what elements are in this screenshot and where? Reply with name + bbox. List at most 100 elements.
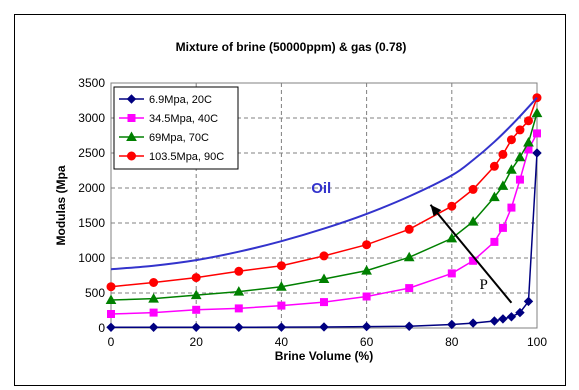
series-2 [105,107,543,304]
data-point [276,322,287,332]
pressure-arrow-head [430,204,442,217]
y-tick-label: 0 [98,321,105,335]
series-line [110,112,538,301]
data-point [498,314,508,324]
series-1 [107,129,541,318]
data-point [506,312,517,322]
data-point [523,136,534,147]
series-line [110,97,538,271]
data-point [523,116,533,126]
y-tick-label: 3000 [78,111,105,125]
data-point [531,107,543,118]
data-point [148,322,159,333]
data-point [149,308,158,317]
data-point [498,149,508,159]
data-point [149,278,159,287]
data-point [191,322,201,333]
line-chart: Mixture of brine (50000ppm) & gas (0.78)… [54,40,547,363]
data-point [467,216,479,226]
data-point [489,316,500,326]
data-point [446,232,458,243]
data-point [514,151,526,162]
series-line [111,152,538,329]
data-point [404,224,414,234]
y-tick-label: 2500 [78,146,105,160]
data-point [447,319,457,330]
data-point [361,265,372,275]
data-point [523,296,534,307]
legend: 6.9Mpa, 20C 34.5Mpa, 40C 69Mpa, 70C 103.5Mp… [113,86,239,170]
x-tick-label: 80 [445,335,459,349]
data-point [468,184,478,194]
legend-item: 69Mpa, 70C [119,131,209,144]
x-tick-label: 100 [527,335,547,349]
legend-marker [127,151,136,161]
pressure-label: P [479,277,487,293]
data-point [319,251,329,261]
data-point [190,289,202,300]
y-tick-label: 2000 [78,181,105,195]
legend-marker [127,114,136,122]
data-point [277,301,286,310]
series-0 [106,148,542,333]
axes: 0 500 1000 1500 2000 2500 3000 3500 0 20 40 60 80 100 [78,76,547,349]
series-line [110,133,538,315]
series-layer [105,93,543,333]
x-axis-label: Brine Volume (%) [275,349,373,363]
data-point [506,135,516,145]
data-point [515,307,525,318]
data-point [105,294,117,304]
data-point [192,305,201,314]
data-point [507,203,516,212]
annotations: Oil P [311,180,513,304]
data-point [362,240,372,250]
y-tick-label: 1500 [78,216,105,230]
x-tick-label: 0 [108,335,115,349]
y-tick-label: 1000 [78,251,105,265]
data-point [234,322,244,333]
data-point [361,321,372,332]
x-tick-label: 60 [360,335,374,349]
data-point [276,281,287,291]
series-4 [110,97,538,271]
data-point [490,237,499,246]
legend-marker [126,94,137,104]
oil-curve-label: Oil [311,180,331,197]
data-point [447,269,456,278]
chart-frame: Mixture of brine (50000ppm) & gas (0.78)… [14,14,566,386]
data-point [447,201,457,211]
data-point [233,286,245,296]
data-point [532,148,542,158]
data-point [276,261,286,271]
x-tick-label: 20 [190,335,204,349]
data-point [498,223,507,232]
data-point [106,322,116,333]
legend-label: 103.5Mpa, 90C [149,151,224,163]
data-point [489,191,500,202]
data-point [515,125,525,135]
data-point [318,273,330,283]
data-point [468,318,478,328]
chart-title: Mixture of brine (50000ppm) & gas (0.78) [176,40,407,54]
data-point [320,298,328,307]
data-point [506,164,517,174]
series-3 [106,93,542,292]
series-line [110,97,538,288]
y-tick-label: 500 [85,286,105,300]
legend-marker [126,131,137,141]
data-point [107,310,115,318]
data-point [497,180,509,190]
data-point [405,284,414,293]
data-point [404,321,414,331]
data-point [148,293,159,303]
legend-label: 34.5Mpa, 40C [149,113,218,125]
legend-item: 34.5Mpa, 40C [119,113,218,125]
pressure-arrow [429,204,513,304]
data-point [106,282,116,292]
legend-item: 6.9Mpa, 20C [119,94,212,106]
y-axis-label: Modulas (Mpa [54,165,68,245]
y-tick-label: 3500 [78,76,105,90]
data-point [234,304,243,313]
data-point [533,129,541,138]
x-tick-label: 40 [275,335,289,349]
